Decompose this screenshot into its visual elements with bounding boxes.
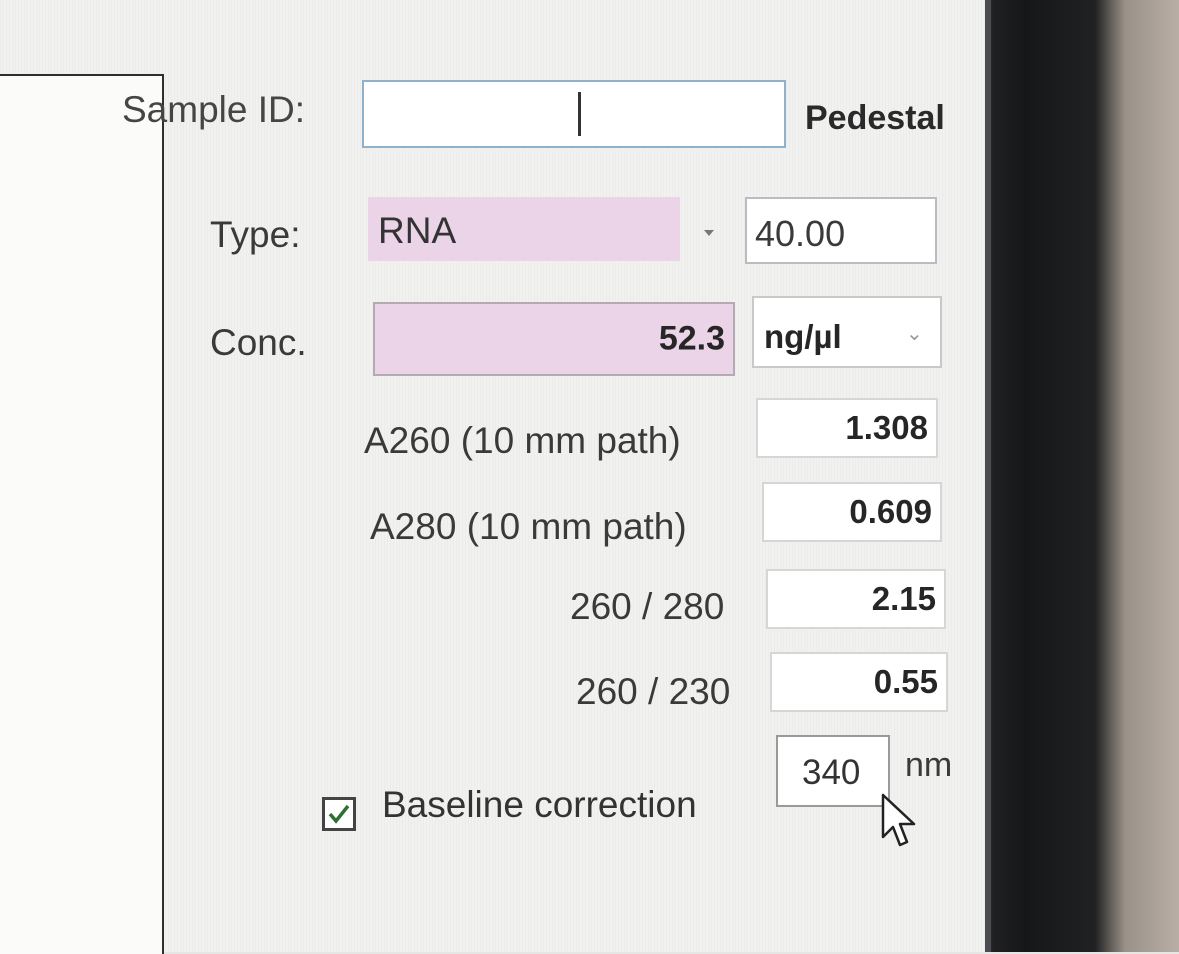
ratio-260-230-value: 0.55 [873, 663, 938, 700]
type-label: Type: [210, 214, 301, 255]
ratio-260-280-value: 2.15 [871, 580, 936, 617]
ratio-260-230-label: 260 / 230 [576, 671, 731, 712]
sample-id-label: Sample ID: [122, 89, 306, 130]
a280-value: 0.609 [849, 493, 932, 530]
mouse-cursor-icon [881, 793, 916, 847]
conc-label: Conc. [210, 322, 307, 363]
type-value: RNA [378, 210, 457, 251]
conc-field: 52.3 [373, 302, 735, 376]
measurement-mode-label: Pedestal [805, 99, 945, 137]
type-factor-field[interactable]: 40.00 [745, 197, 937, 264]
a260-label: A260 (10 mm path) [364, 420, 681, 461]
sample-list-panel[interactable] [0, 74, 164, 954]
ratio-260-280-field: 2.15 [766, 569, 946, 629]
a260-field: 1.308 [756, 398, 938, 458]
type-factor-value: 40.00 [755, 213, 846, 254]
baseline-wavelength-value: 340 [802, 753, 861, 792]
baseline-wavelength-input[interactable]: 340 [776, 735, 890, 807]
sample-id-input[interactable] [362, 80, 786, 148]
monitor-bezel-edge [985, 0, 991, 952]
conc-unit-select[interactable]: ng/µl ⌄ [752, 296, 942, 368]
chevron-down-icon: ⌄ [906, 323, 923, 345]
dropdown-arrow-icon[interactable] [704, 230, 714, 236]
app-window: Sample ID: Pedestal Type: RNA 40.00 Conc… [0, 0, 985, 954]
baseline-correction-checkbox[interactable] [322, 797, 356, 831]
ratio-260-280-label: 260 / 280 [570, 586, 725, 627]
checkbox-checked-icon [328, 804, 350, 824]
baseline-unit: nm [905, 746, 953, 784]
monitor-bezel [985, 0, 1179, 952]
a280-field: 0.609 [762, 482, 942, 542]
a260-value: 1.308 [845, 409, 928, 446]
conc-unit-value: ng/µl [764, 318, 842, 355]
conc-value: 52.3 [658, 319, 725, 358]
ratio-260-230-field: 0.55 [770, 652, 948, 712]
type-select[interactable]: RNA [368, 197, 680, 261]
a280-label: A280 (10 mm path) [370, 506, 687, 547]
baseline-correction-label: Baseline correction [382, 784, 697, 825]
text-caret [578, 92, 581, 136]
